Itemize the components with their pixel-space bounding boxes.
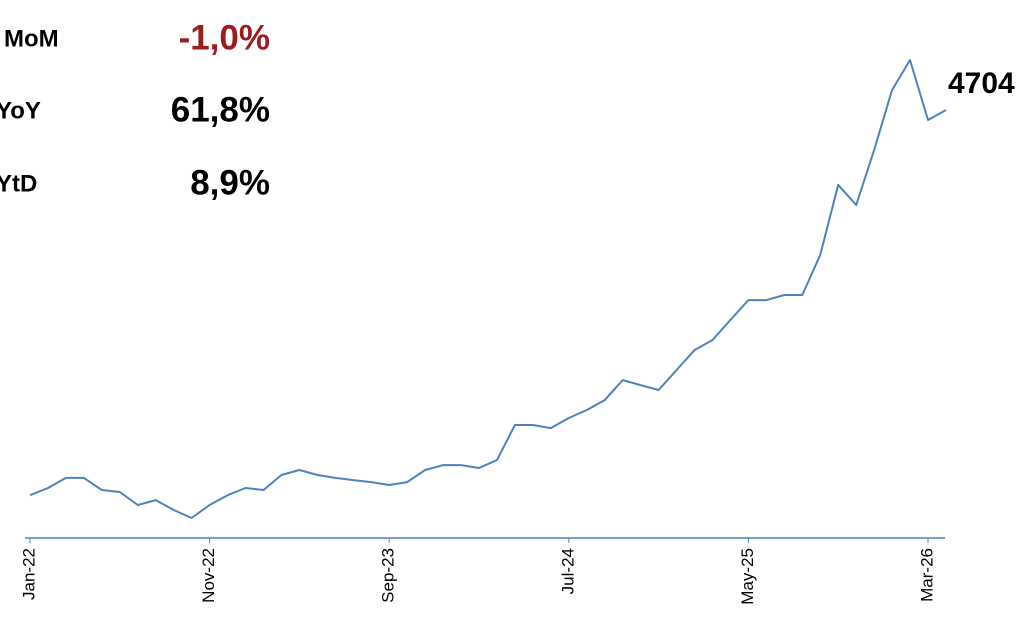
stat-value: 61,8% <box>171 90 270 129</box>
stat-label: YtD <box>0 170 37 197</box>
x-tick-label: Sep-23 <box>379 548 398 603</box>
x-tick-label: Jul-24 <box>558 548 577 594</box>
stat-label: MoM <box>4 25 59 52</box>
x-tick-label: Jan-22 <box>19 548 38 600</box>
last-value-label: 4704 <box>948 67 1015 100</box>
x-tick-label: Nov-22 <box>199 548 218 603</box>
stat-value: 8,9% <box>190 163 270 202</box>
x-tick-label: Mar-26 <box>917 548 936 602</box>
stat-label: YoY <box>0 97 41 124</box>
stat-value: -1,0% <box>179 18 270 57</box>
price-line <box>29 59 947 519</box>
x-tick-label: May-25 <box>738 548 757 605</box>
